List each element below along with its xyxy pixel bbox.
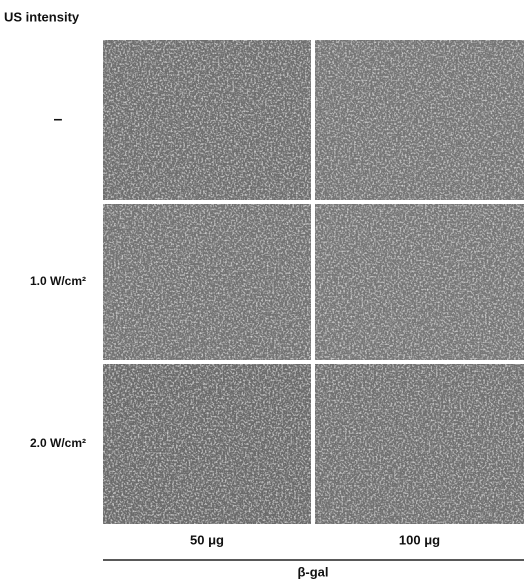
column-label: 50 μg xyxy=(190,532,224,547)
micrograph xyxy=(315,40,524,200)
axis-label: β-gal xyxy=(297,564,328,579)
header-title: US intensity xyxy=(4,9,80,24)
row-label: 1.0 W/cm² xyxy=(30,274,86,288)
micrograph xyxy=(315,364,524,524)
micrograph xyxy=(103,364,311,524)
image-grid xyxy=(103,40,524,524)
micrograph xyxy=(103,204,311,360)
micrograph xyxy=(103,40,311,200)
row-label: – xyxy=(54,111,63,128)
row-label: 2.0 W/cm² xyxy=(30,436,86,450)
micrograph xyxy=(315,204,524,360)
column-label: 100 μg xyxy=(399,532,440,547)
